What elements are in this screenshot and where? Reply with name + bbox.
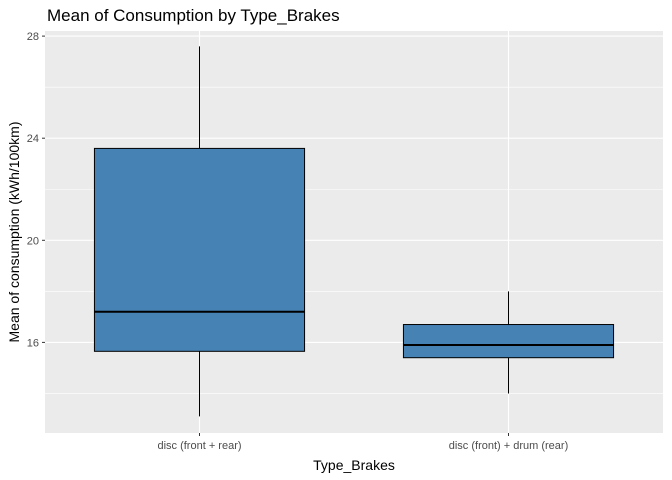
x-axis: disc (front + rear) disc (front) + drum (… [157,433,568,452]
box-iqr [93,147,306,352]
y-axis-title: Mean of consumption (kWh/100km) [6,122,22,343]
y-tick-label: 24 [27,133,39,145]
x-axis-title: Type_Brakes [313,457,395,473]
box-1 [402,291,615,394]
y-axis: 16 20 24 28 [27,31,45,349]
boxes [93,46,615,417]
y-tick-label: 20 [27,235,39,247]
x-tick-label: disc (front + rear) [157,440,241,452]
box-iqr [402,324,615,359]
chart-title: Mean of Consumption by Type_Brakes [47,6,340,25]
x-tick-label: disc (front) + drum (rear) [449,440,569,452]
y-tick-label: 16 [27,337,39,349]
y-tick-label: 28 [27,31,39,43]
box-0 [93,46,306,417]
